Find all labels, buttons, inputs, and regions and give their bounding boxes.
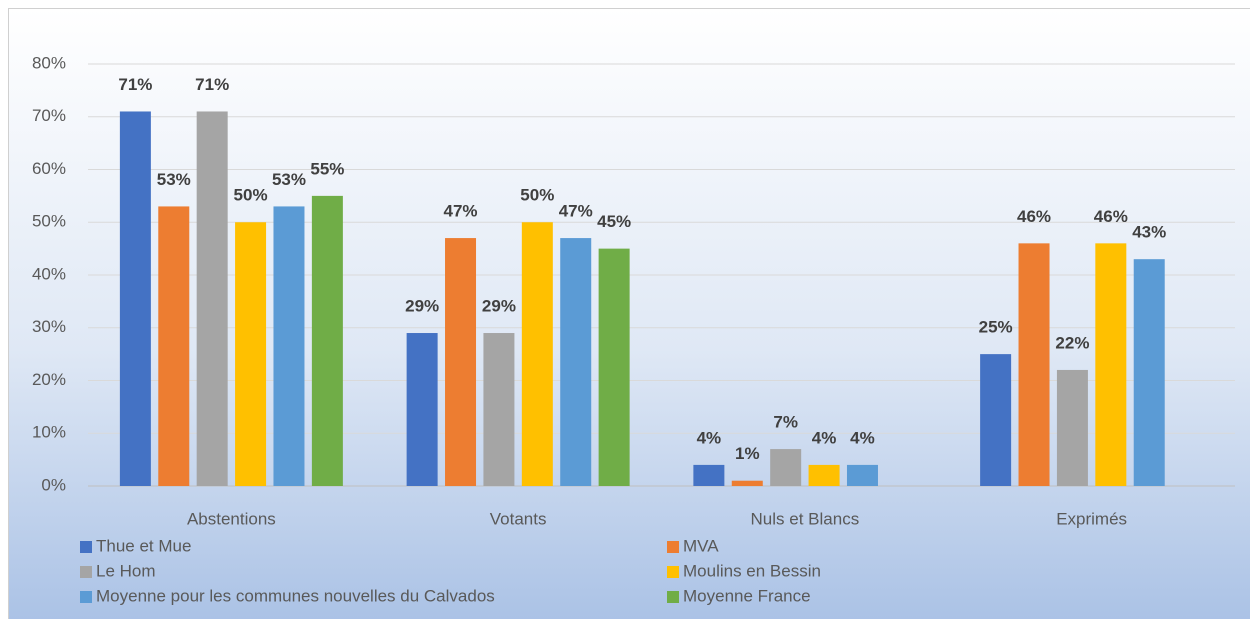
- value-label: 47%: [444, 202, 478, 221]
- bar: [598, 248, 630, 486]
- bar: [560, 238, 592, 486]
- value-label: 22%: [1055, 333, 1089, 352]
- bar: [1018, 243, 1050, 486]
- value-label: 43%: [1132, 223, 1166, 242]
- value-label: 46%: [1094, 207, 1128, 226]
- x-tick-label: Nuls et Blancs: [751, 509, 860, 528]
- y-tick-label: 30%: [32, 317, 66, 336]
- bar: [770, 449, 802, 486]
- y-tick-label: 60%: [32, 159, 66, 178]
- value-label: 53%: [157, 170, 191, 189]
- value-label: 7%: [773, 413, 798, 432]
- y-tick-label: 10%: [32, 423, 66, 442]
- legend-label: Moyenne France: [683, 586, 811, 605]
- bar: [731, 480, 763, 486]
- value-label: 4%: [812, 428, 837, 447]
- value-label: 53%: [272, 170, 306, 189]
- value-label: 29%: [482, 297, 516, 316]
- bar: [1133, 259, 1165, 486]
- y-tick-label: 20%: [32, 370, 66, 389]
- bar: [980, 354, 1012, 486]
- legend-label: MVA: [683, 536, 719, 555]
- x-tick-label: Exprimés: [1056, 509, 1127, 528]
- bar: [483, 333, 515, 486]
- bar: [119, 111, 151, 486]
- legend-label: Moulins en Bessin: [683, 561, 821, 580]
- value-label: 25%: [979, 318, 1013, 337]
- value-label: 4%: [697, 428, 722, 447]
- value-label: 55%: [310, 159, 344, 178]
- legend-swatch: [80, 591, 92, 603]
- value-label: 50%: [520, 186, 554, 205]
- bar: [235, 222, 267, 486]
- y-tick-label: 40%: [32, 264, 66, 283]
- x-tick-label: Abstentions: [187, 509, 276, 528]
- bar: [808, 464, 840, 486]
- legend-swatch: [80, 541, 92, 553]
- y-tick-label: 0%: [41, 475, 66, 494]
- bar: [406, 333, 438, 486]
- y-tick-label: 80%: [32, 53, 66, 72]
- bar: [1095, 243, 1127, 486]
- bar: [273, 206, 305, 487]
- value-label: 4%: [850, 428, 875, 447]
- value-label: 46%: [1017, 207, 1051, 226]
- legend-label: Moyenne pour les communes nouvelles du C…: [96, 586, 495, 605]
- y-tick-label: 50%: [32, 212, 66, 231]
- bar: [158, 206, 190, 487]
- value-label: 71%: [195, 75, 229, 94]
- legend-swatch: [667, 591, 679, 603]
- value-label: 45%: [597, 212, 631, 231]
- bar: [693, 464, 725, 486]
- bar: [846, 464, 878, 486]
- value-label: 71%: [118, 75, 152, 94]
- bar: [521, 222, 553, 486]
- legend-label: Thue et Mue: [96, 536, 191, 555]
- value-label: 1%: [735, 444, 760, 463]
- y-tick-label: 70%: [32, 106, 66, 125]
- bar: [196, 111, 228, 486]
- legend-swatch: [80, 566, 92, 578]
- value-label: 29%: [405, 297, 439, 316]
- bar: [1056, 369, 1088, 486]
- legend-swatch: [667, 566, 679, 578]
- x-tick-label: Votants: [490, 509, 547, 528]
- bar: [311, 195, 343, 486]
- legend-label: Le Hom: [96, 561, 156, 580]
- value-label: 47%: [559, 202, 593, 221]
- bar: [445, 238, 477, 486]
- value-label: 50%: [234, 186, 268, 205]
- legend-swatch: [667, 541, 679, 553]
